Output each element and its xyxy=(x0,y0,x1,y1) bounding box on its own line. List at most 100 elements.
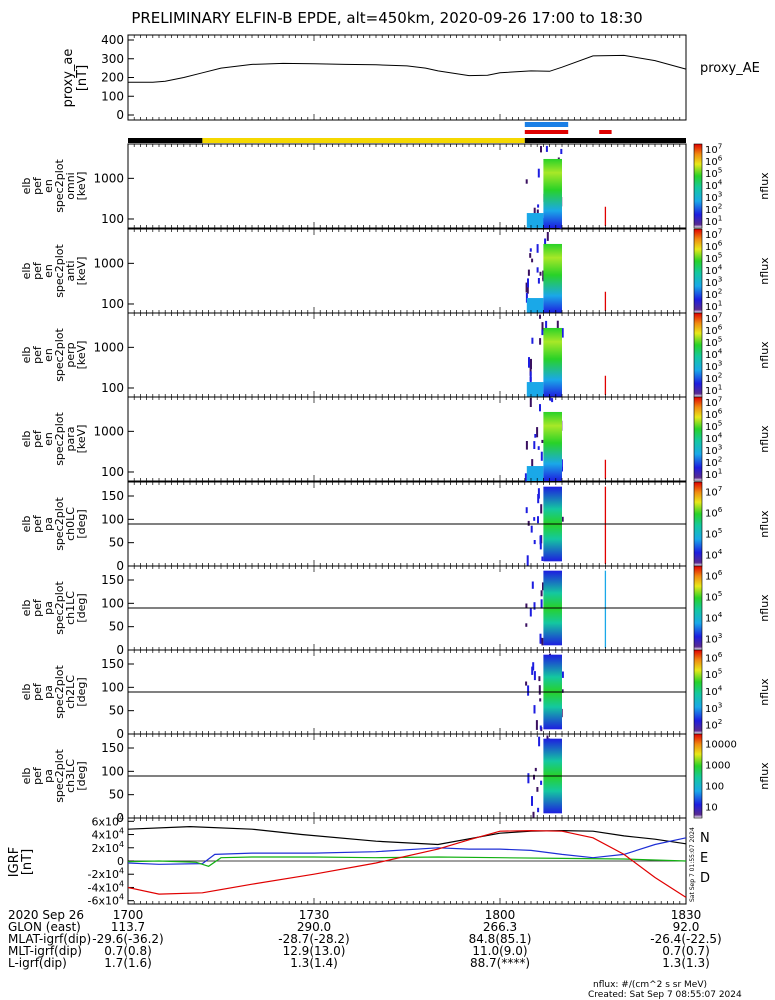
ytick-label: 50 xyxy=(109,704,124,718)
proxy-ae-ytick-label: 0 xyxy=(116,108,124,122)
spectro-pixel xyxy=(525,681,528,686)
proxy-ae-line xyxy=(128,54,687,83)
spectro-pixel xyxy=(560,148,563,154)
spectro-pixel xyxy=(540,590,543,597)
colorbar-tick-label: 103 xyxy=(705,359,722,374)
x-axis-value: 290.0 xyxy=(297,920,331,934)
spectro-pixel xyxy=(536,244,539,253)
colorbar-tick-label: 104 xyxy=(705,547,723,562)
ylabel-line: pa xyxy=(42,601,55,615)
spectro-pixel xyxy=(527,773,530,784)
x-axis-row-label: L-igrf(dip) xyxy=(8,956,67,970)
spectro-pixel xyxy=(533,207,536,216)
x-axis-value: 0.7(0.8) xyxy=(104,944,152,958)
ylabel-line: [deg] xyxy=(75,761,88,790)
colorbar-tick-label: 101 xyxy=(705,299,722,314)
x-axis-value: -29.6(-36.2) xyxy=(92,932,163,946)
colorbar-zlabel: nflux xyxy=(758,172,771,200)
spectro-pixel xyxy=(535,720,538,730)
ytick-label: 150 xyxy=(101,741,124,755)
colorbar-tick-label: 106 xyxy=(705,505,723,520)
spectro-pixel xyxy=(537,516,539,524)
spectro-pixel xyxy=(537,204,540,208)
spectro-pixel xyxy=(539,633,542,644)
colorbar xyxy=(693,733,703,819)
ytick-label: 1000 xyxy=(93,424,124,438)
spectro-pixel xyxy=(534,767,537,772)
colorbar-zlabel: nflux xyxy=(758,257,771,285)
status-segment-red xyxy=(599,130,612,134)
colorbar-zlabel: nflux xyxy=(758,510,771,538)
colorbar-zlabel: nflux xyxy=(758,678,771,706)
x-axis-value: 0.7(0.7) xyxy=(662,944,710,958)
spectro-pixel xyxy=(539,725,542,730)
spectro-pixel xyxy=(531,459,534,467)
x-axis-row-label: 2020 Sep 26 xyxy=(8,908,84,922)
spectro-pixel xyxy=(541,329,544,336)
colorbar-zlabel: nflux xyxy=(758,341,771,369)
colorbar-tick-label: 104 xyxy=(705,178,723,193)
colorbar-tick-label: 101 xyxy=(705,214,722,229)
spectro-pixel xyxy=(537,278,540,284)
spectro-pixel xyxy=(542,582,544,591)
spectro-pixel xyxy=(539,535,542,545)
proxy-ae-ytick-label: 200 xyxy=(101,71,124,85)
colorbar-tick-label: 106 xyxy=(705,568,723,583)
colorbar-tick-label: 105 xyxy=(705,166,722,181)
ylabel-line: anti xyxy=(64,260,77,281)
ylabel-line: pef xyxy=(31,598,44,617)
spectro-pixel xyxy=(529,608,532,617)
spectro-pixel xyxy=(540,599,543,609)
igrf-ytick-label: -6x104 xyxy=(87,893,124,908)
spectro-pixel xyxy=(525,441,528,450)
spectro-pixel xyxy=(534,434,537,438)
igrf-ylabel: IGRF [nT] xyxy=(7,847,35,877)
igrf-ytick-label: 0 xyxy=(117,855,124,868)
ylabel-line: en xyxy=(42,264,55,278)
spectro-pixel xyxy=(539,271,542,276)
colorbar-tick-label: 104 xyxy=(705,610,723,625)
spectro-pixel xyxy=(537,488,540,499)
x-axis-row-label: MLAT-igrf(dip) xyxy=(8,932,91,946)
colorbar-tick-label: 1000 xyxy=(705,761,730,772)
spectro-pixel xyxy=(541,556,544,561)
ytick-label: 100 xyxy=(101,764,124,778)
spectro-core xyxy=(543,158,562,228)
colorbar-tick-label: 105 xyxy=(705,419,722,434)
spectro-pixel xyxy=(556,320,559,329)
ytick-label: 1000 xyxy=(93,340,124,354)
spectro-pixel xyxy=(541,637,544,646)
colorbar-tick-label: 104 xyxy=(705,684,723,699)
ytick-label: 100 xyxy=(101,512,124,526)
footer-units: nflux: #/(cm^2 s sr MeV) xyxy=(593,980,707,990)
spectro-pixel xyxy=(537,807,540,813)
spectro-pixel xyxy=(539,541,542,550)
panel-pef_en_anti: 1001000elbpefenspec2plotanti[keV]1011021… xyxy=(20,227,771,314)
spectro-pixel xyxy=(538,676,541,682)
spectro-low-energy xyxy=(526,382,544,397)
ylabel-line: spec2plot xyxy=(53,159,66,213)
ylabel-line: pef xyxy=(31,766,44,785)
ylabel-line: en xyxy=(42,432,55,446)
spectro-pixel xyxy=(529,398,532,407)
colorbar-tick-label: 10000 xyxy=(705,740,737,751)
colorbar-tick-label: 101 xyxy=(705,467,722,482)
spectro-pixel xyxy=(540,146,542,153)
spectro-pixel xyxy=(525,179,528,184)
x-axis-value: 1.3(1.3) xyxy=(662,956,710,970)
colorbar-tick-label: 103 xyxy=(705,190,722,205)
ylabel-line: omni xyxy=(64,172,77,199)
proxy-ae-panel: 0 100 200 300 400 proxy_AE proxy_ae [nT] xyxy=(61,33,760,122)
x-axis-row-label: GLON (east) xyxy=(8,920,81,934)
colorbar-tick-label: 102 xyxy=(705,202,722,217)
spectro-pixel xyxy=(538,685,541,695)
spectro-pixel xyxy=(536,787,539,792)
colorbar-tick-label: 105 xyxy=(705,667,722,682)
ylabel-line: pef xyxy=(31,176,44,195)
spectro-pixel xyxy=(529,253,532,258)
ylabel-line: ch1LC xyxy=(64,591,77,625)
spectro-pixel xyxy=(531,796,533,806)
spectro-pixel xyxy=(538,736,541,747)
